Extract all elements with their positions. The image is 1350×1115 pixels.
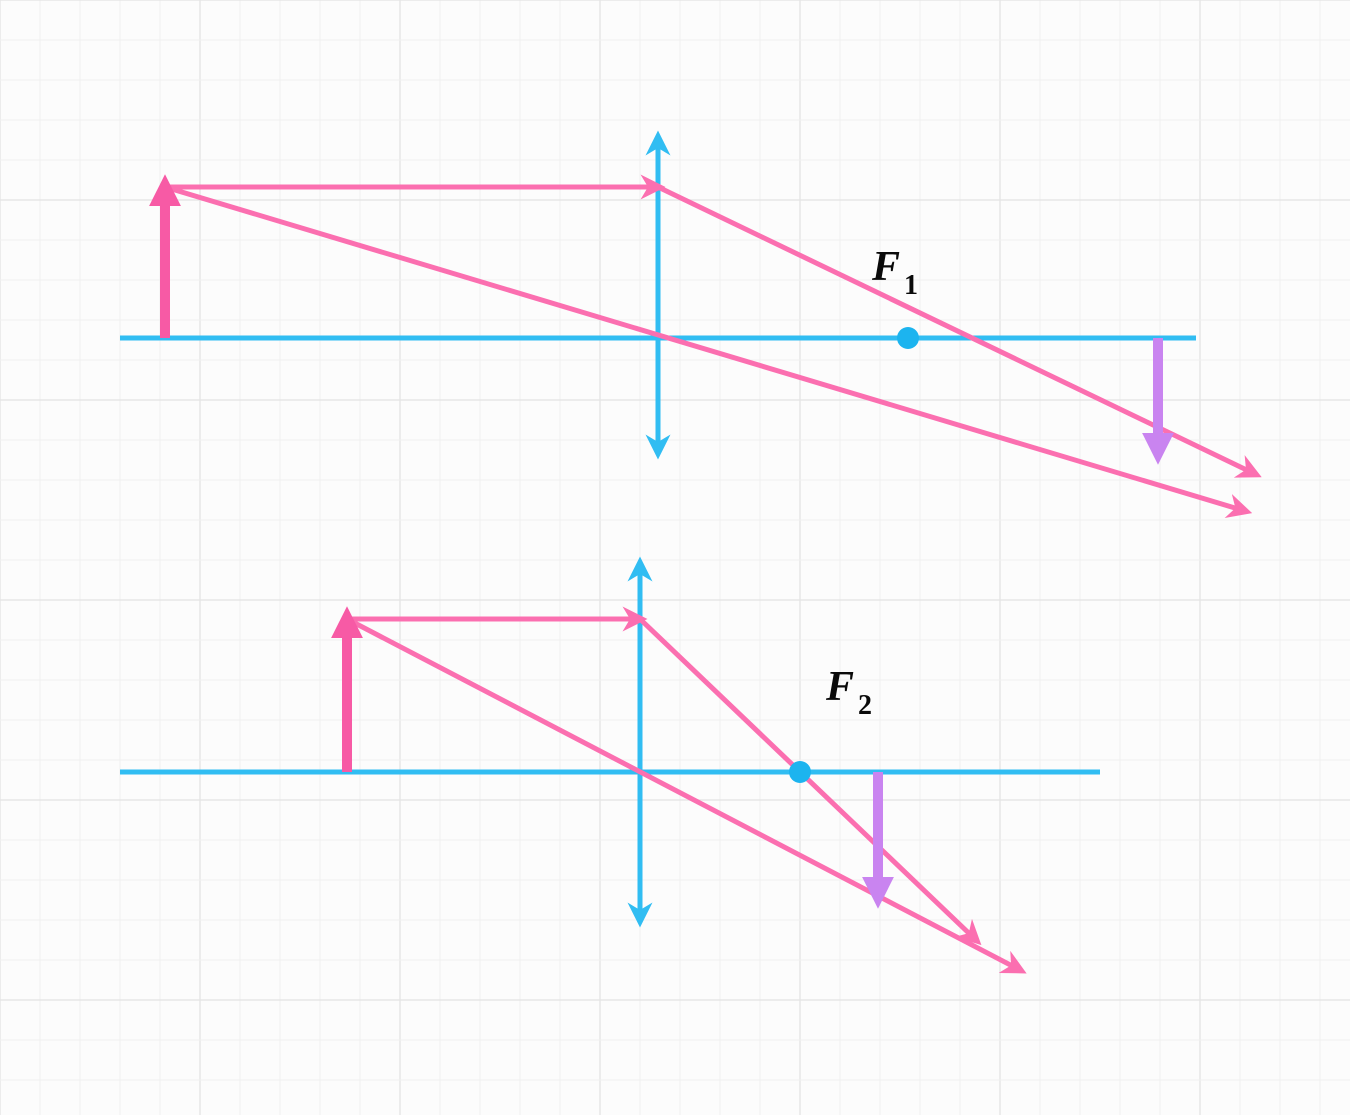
ray-1 — [347, 619, 1020, 970]
focus-label-sub: 1 — [904, 270, 918, 301]
focus-label-sub: 2 — [858, 690, 872, 721]
ray-0-seg2 — [658, 187, 1255, 474]
focus-label: F2 — [825, 664, 872, 721]
focus-label-base: F — [825, 664, 854, 710]
focus-label-base: F — [871, 244, 900, 290]
ray-1 — [165, 187, 1245, 511]
lens-diagram-bottom: F2 — [120, 564, 1100, 970]
focus-point — [897, 327, 919, 349]
diagrams-group: F1F2 — [120, 138, 1255, 970]
optics-diagram-canvas: F1F2 — [0, 0, 1350, 1115]
lens-diagram-top: F1 — [120, 138, 1255, 511]
grid — [0, 0, 1350, 1115]
focus-point — [789, 761, 811, 783]
